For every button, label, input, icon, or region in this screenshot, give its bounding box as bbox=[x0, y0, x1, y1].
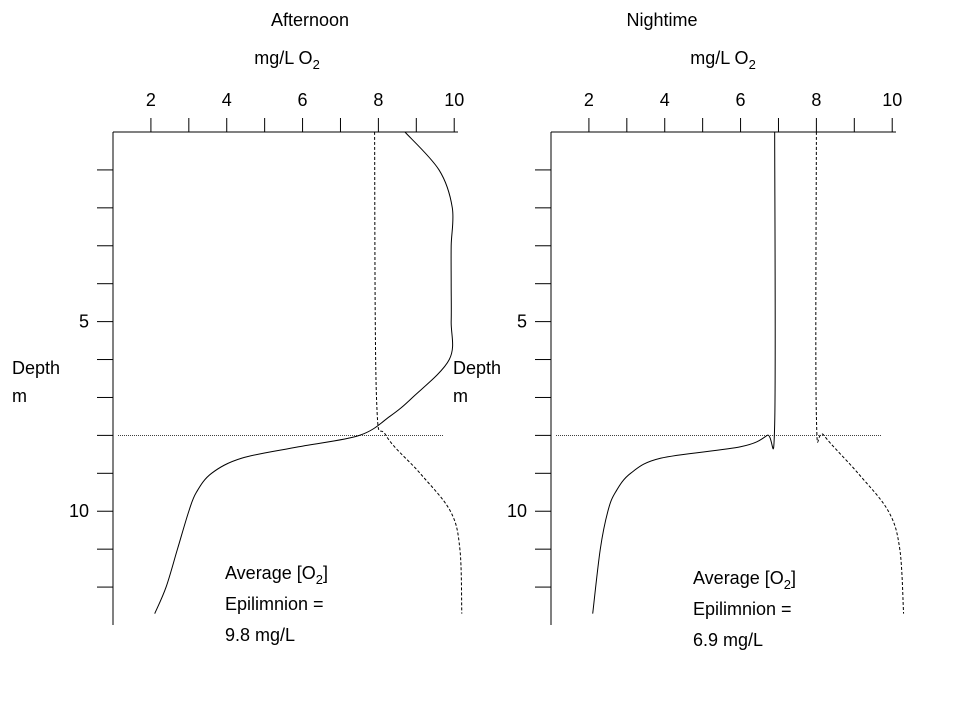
oxygen-profile bbox=[815, 131, 905, 614]
y-axis-label: Depth bbox=[453, 358, 501, 378]
annotation: 9.8 mg/L bbox=[225, 625, 295, 645]
annotation: Average [O2] bbox=[225, 563, 328, 587]
y-axis-label: m bbox=[453, 386, 468, 406]
annotation: Epilimnion = bbox=[693, 599, 792, 619]
x-tick-label: 10 bbox=[444, 90, 464, 110]
oxygen-profile bbox=[592, 131, 776, 614]
y-tick-label: 5 bbox=[517, 312, 527, 332]
x-axis-label-text: mg/L O bbox=[690, 48, 748, 68]
x-tick-label: 10 bbox=[882, 90, 902, 110]
annotation-text: ] bbox=[791, 568, 796, 588]
x-tick-label: 2 bbox=[146, 90, 156, 110]
annotation: Epilimnion = bbox=[225, 594, 324, 614]
x-axis-label: mg/L O2 bbox=[690, 48, 756, 72]
y-tick-label: 10 bbox=[69, 501, 89, 521]
x-tick-label: 6 bbox=[736, 90, 746, 110]
chart-title: Afternoon bbox=[271, 10, 349, 30]
x-axis-label-sub: 2 bbox=[749, 57, 756, 72]
annotation-text: Average [O bbox=[693, 568, 784, 588]
y-tick-label: 5 bbox=[79, 312, 89, 332]
x-tick-label: 6 bbox=[298, 90, 308, 110]
chart-title: Nightime bbox=[626, 10, 697, 30]
x-tick-label: 8 bbox=[373, 90, 383, 110]
annotation-sub: 2 bbox=[784, 577, 791, 592]
x-axis-label: mg/L O2 bbox=[254, 48, 320, 72]
x-tick-label: 4 bbox=[222, 90, 232, 110]
y-tick-label: 10 bbox=[507, 501, 527, 521]
annotation: 6.9 mg/L bbox=[693, 630, 763, 650]
x-axis-label-sub: 2 bbox=[313, 57, 320, 72]
oxygen-profile bbox=[154, 131, 454, 614]
annotation: Average [O2] bbox=[693, 568, 796, 592]
y-axis-label: Depth bbox=[12, 358, 60, 378]
x-tick-label: 8 bbox=[811, 90, 821, 110]
annotation-text: Average [O bbox=[225, 563, 316, 583]
x-tick-label: 2 bbox=[584, 90, 594, 110]
annotation-text: ] bbox=[323, 563, 328, 583]
annotation-sub: 2 bbox=[316, 572, 323, 587]
x-axis-label-text: mg/L O bbox=[254, 48, 312, 68]
y-axis-label: m bbox=[12, 386, 27, 406]
x-tick-label: 4 bbox=[660, 90, 670, 110]
oxygen-profile bbox=[374, 131, 463, 614]
